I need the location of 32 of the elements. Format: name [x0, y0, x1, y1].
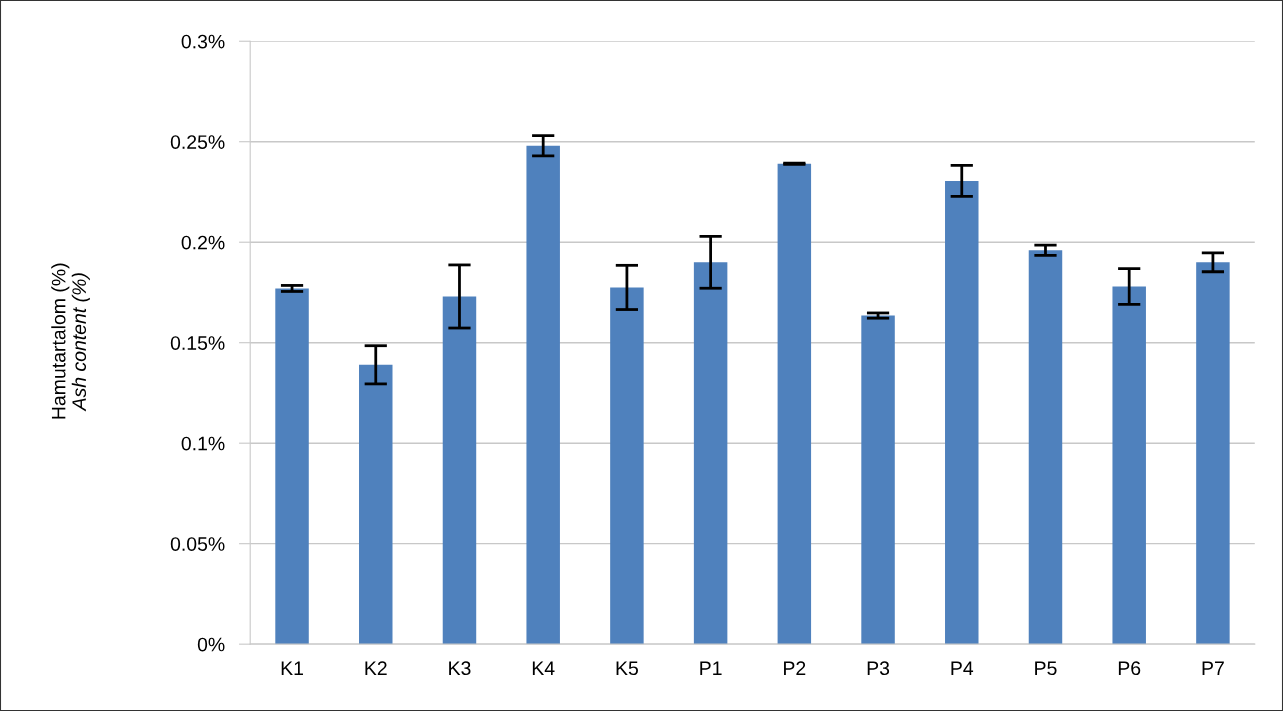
bar	[777, 163, 812, 645]
bar	[526, 145, 560, 645]
y-tick-label: 0.25%	[170, 135, 225, 149]
x-tick-label: P2	[784, 661, 806, 675]
x-tick-label: P6	[1118, 661, 1141, 676]
x-tick-label: P4	[951, 661, 974, 675]
y-axis-title: Hamutartalom (%) Ash content (%)	[51, 263, 90, 419]
x-tick-label: P3	[867, 661, 890, 676]
x-tick-label: K4	[532, 661, 555, 675]
x-tick-label: K2	[365, 661, 387, 675]
bar	[610, 287, 644, 645]
y-tick-label: 0.1%	[181, 436, 225, 451]
y-tick-label: 0.2%	[181, 235, 225, 250]
bar	[275, 288, 309, 645]
x-tick-label: P1	[700, 661, 722, 675]
y-tick-label: 0.05%	[170, 537, 225, 551]
x-tick-label: K1	[281, 661, 303, 675]
bar	[693, 262, 728, 645]
bar	[1028, 250, 1063, 645]
bar	[1112, 286, 1146, 645]
x-tick-label: P7	[1202, 661, 1224, 675]
bar	[1196, 262, 1230, 645]
bar	[945, 180, 979, 645]
y-tick-label: 0%	[197, 637, 225, 652]
y-tick-label: 0.3%	[181, 34, 225, 49]
x-tick-label: K5	[616, 661, 638, 676]
bar	[442, 296, 477, 645]
bar	[861, 315, 895, 645]
x-tick-label: K3	[449, 661, 471, 676]
bar	[359, 364, 393, 645]
x-tick-label: P5	[1035, 661, 1057, 676]
y-tick-label: 0.15%	[170, 336, 225, 350]
